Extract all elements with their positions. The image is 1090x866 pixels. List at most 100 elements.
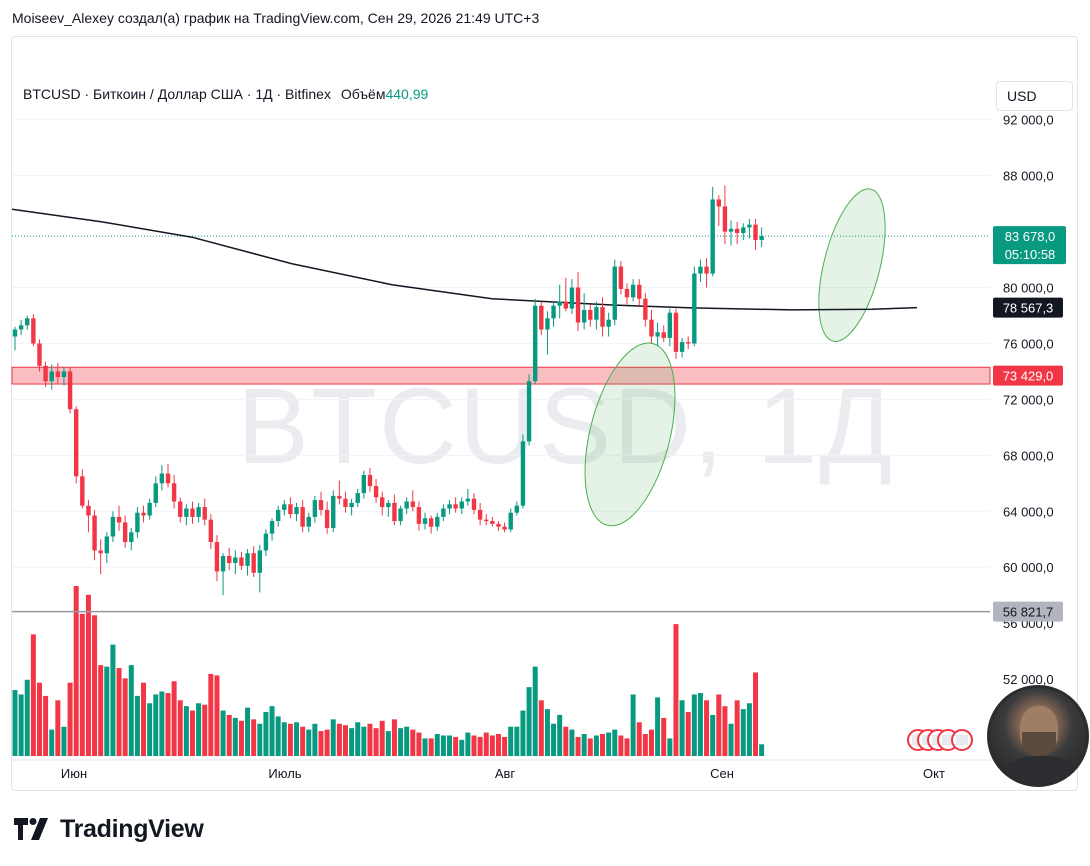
candle-body: [190, 508, 195, 517]
candle-body: [698, 266, 703, 274]
volume-bar: [349, 728, 355, 756]
volume-bar: [759, 744, 765, 756]
volume-bar: [477, 736, 483, 756]
volume-bar: [526, 687, 532, 756]
candle-body: [49, 371, 54, 382]
candle-body: [300, 507, 305, 527]
volume-bar: [746, 703, 752, 756]
currency-button[interactable]: USD: [996, 81, 1073, 111]
candle-body: [686, 342, 691, 344]
x-axis-tick-label: Июн: [61, 766, 87, 781]
volume-bar: [165, 692, 171, 756]
candle-body: [361, 474, 367, 494]
candle-body: [496, 523, 501, 527]
volume-bar: [691, 694, 697, 756]
volume-bar: [300, 726, 306, 756]
candle-body: [545, 318, 550, 330]
volume-bar: [740, 709, 746, 756]
y-axis-tick-label: 60 000,0: [1003, 560, 1054, 575]
volume-bar: [330, 719, 336, 756]
volume-bar: [508, 726, 514, 756]
zone-price-label: 73 429,0: [1003, 369, 1054, 384]
candle-body: [747, 224, 752, 228]
horizontal-line-price-label-bg: [993, 601, 1063, 622]
volume-bar: [587, 738, 593, 756]
volume-bar: [636, 722, 642, 756]
y-axis-tick-label: 64 000,0: [1003, 504, 1054, 519]
x-axis-tick-label: Июль: [268, 766, 301, 781]
volume-bar: [532, 666, 538, 756]
candle-body: [239, 557, 244, 566]
candle-body: [343, 498, 348, 508]
volume-bar: [202, 704, 208, 756]
zone-price-label-bg: [993, 365, 1063, 386]
tradingview-logo[interactable]: TradingView: [14, 815, 204, 843]
candle-body: [465, 498, 471, 502]
volume-bar: [104, 666, 110, 756]
volume-bar: [495, 734, 501, 756]
candle-body: [141, 512, 146, 516]
chart-frame[interactable]: BTCUSD, 1Д BTCUSD · Биткоин / Доллар США…: [11, 36, 1078, 791]
volume-bar: [214, 675, 220, 756]
candle-body: [581, 309, 587, 323]
candle-body: [214, 542, 220, 572]
volume-bar: [685, 712, 691, 756]
volume-value: 440,99: [385, 86, 429, 102]
candle-body: [624, 288, 630, 298]
volume-bar: [281, 722, 287, 756]
volume-bar: [232, 717, 238, 756]
chart-author-line: Moiseev_Alexey создал(а) график на Tradi…: [12, 10, 540, 26]
volume-bar: [43, 695, 49, 756]
volume-bar: [710, 714, 716, 756]
candle-body: [759, 236, 764, 241]
countdown-label: 05:10:58: [1005, 247, 1056, 262]
ma-price-label-bg: [993, 297, 1063, 318]
candle-body: [312, 500, 318, 517]
volume-bar: [30, 634, 36, 756]
candle-body: [129, 532, 134, 543]
volume-bar: [385, 731, 391, 756]
volume-bar: [502, 736, 508, 756]
candle-body: [251, 553, 256, 573]
candle-body: [667, 312, 673, 338]
candle-body: [12, 329, 18, 337]
volume-bar: [459, 739, 465, 756]
candle-body: [116, 516, 122, 523]
volume-bar: [355, 722, 361, 756]
volume-bar: [116, 668, 122, 756]
candle-body: [275, 509, 281, 522]
y-axis-tick-label: 88 000,0: [1003, 169, 1054, 184]
symbol-watermark: BTCUSD, 1Д: [237, 365, 895, 486]
candle-body: [533, 305, 538, 382]
candle-body: [171, 483, 177, 502]
volume-bar: [12, 690, 18, 756]
x-axis-tick-label: Авг: [495, 766, 516, 781]
volume-bar: [55, 700, 61, 756]
volume-bar: [306, 729, 312, 756]
symbol-legend: BTCUSD · Биткоин / Доллар США · 1Д · Bit…: [23, 86, 428, 102]
candle-body: [269, 521, 275, 534]
volume-bar: [36, 682, 42, 756]
volume-bar: [208, 673, 214, 756]
candle-body: [753, 224, 758, 241]
volume-bar: [489, 735, 495, 756]
volume-bar: [557, 714, 563, 756]
candle-body: [526, 381, 532, 442]
volume-bar: [183, 706, 189, 756]
candle-body: [208, 519, 214, 543]
volume-bar: [655, 697, 661, 756]
candle-body: [649, 319, 654, 337]
x-axis-tick-label: Окт: [923, 766, 945, 781]
candle-body: [153, 483, 158, 503]
y-axis-tick-label: 68 000,0: [1003, 448, 1054, 463]
candle-body: [202, 507, 207, 520]
candle-body: [104, 536, 109, 554]
candle-body: [288, 504, 293, 515]
volume-bar: [287, 723, 293, 756]
candle-body: [551, 305, 556, 319]
candle-body: [122, 522, 128, 543]
candle-body: [428, 518, 434, 527]
volume-bar: [410, 729, 416, 756]
candle-body: [147, 502, 152, 516]
